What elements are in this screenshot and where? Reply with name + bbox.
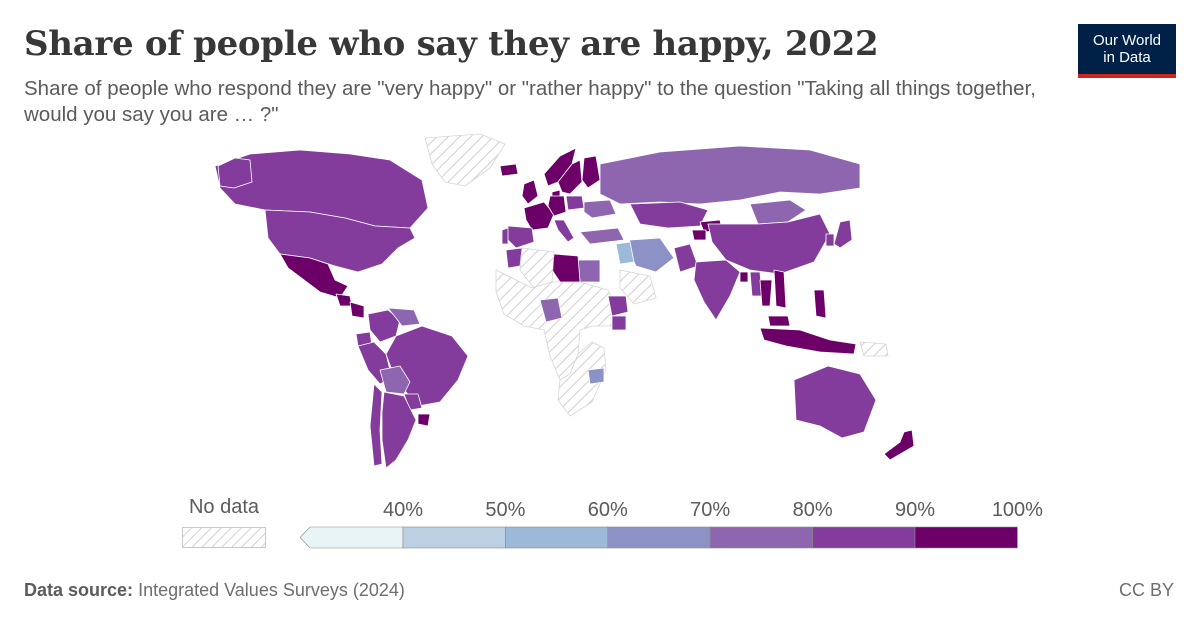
world-map[interactable] [160,130,1040,470]
country-chile[interactable] [369,383,383,467]
country-saudi-nodata[interactable] [619,269,657,305]
legend-tick-label: 60% [588,499,628,521]
country-bangladesh[interactable] [739,271,749,283]
country-turkey[interactable] [579,227,625,245]
country-kenya[interactable] [611,315,627,331]
legend-tick-label: 100% [992,499,1043,521]
country-iran[interactable] [627,237,675,273]
data-source-link[interactable]: Integrated Values Surveys (2024) [138,580,405,600]
country-india[interactable] [693,259,741,321]
legend-tick-label: 90% [895,499,935,521]
country-algeria[interactable] [519,247,555,289]
country-united-kingdom[interactable] [521,179,539,205]
legend-tick-label: 70% [690,499,730,521]
country-mongolia[interactable] [749,199,807,225]
country-germany[interactable] [547,195,567,217]
country-sweden[interactable] [557,159,583,195]
country-mexico[interactable] [279,253,349,299]
country-zimbabwe[interactable] [587,367,605,385]
country-argentina[interactable] [381,391,417,469]
country-tajikistan[interactable] [691,229,707,241]
legend-bin-5[interactable] [812,526,916,549]
logo-line-1: Our World [1092,32,1162,49]
data-source-label: Data source: [24,580,134,600]
legend-bin-4[interactable] [709,526,813,549]
legend-tick-label: 50% [485,499,525,521]
license-label[interactable]: CC BY [1118,580,1174,600]
world-map-svg[interactable] [160,130,1040,470]
country-italy[interactable] [553,219,575,243]
country-iceland[interactable] [499,163,519,177]
country-nigeria[interactable] [539,297,563,323]
country-france[interactable] [523,201,555,231]
country-thailand[interactable] [759,279,773,307]
color-legend: 40% 50% 60% 70% 80% 90% 100% [299,495,1043,555]
country-guatemala[interactable] [335,293,353,307]
country-finland[interactable] [581,155,601,189]
logo-line-2: in Data [1103,49,1151,66]
country-papua-new-guinea[interactable] [859,341,889,357]
legend-tick-label: 80% [793,499,833,521]
country-uruguay[interactable] [417,413,431,427]
no-data-swatch [182,527,266,548]
color-legend-svg: 40% 50% 60% 70% 80% 90% 100% [299,499,1043,549]
country-egypt[interactable] [577,259,601,283]
country-libya[interactable] [551,253,581,283]
country-united-states-alaska[interactable] [217,157,253,189]
country-philippines[interactable] [813,289,827,319]
country-south-korea[interactable] [825,233,835,247]
country-venezuela[interactable] [387,307,421,327]
country-china[interactable] [707,213,831,275]
data-source: Data source: Integrated Values Surveys (… [24,580,405,601]
country-malaysia[interactable] [767,315,791,327]
owid-logo[interactable]: Our World in Data [1078,24,1176,78]
country-poland[interactable] [565,195,585,211]
country-africa-nodata-south[interactable] [557,341,607,417]
chart-subtitle: Share of people who respond they are "ve… [24,77,1036,126]
country-bolivia[interactable] [379,365,411,395]
country-vietnam[interactable] [773,269,787,309]
country-indonesia[interactable] [759,327,857,355]
legend-tick-label: 40% [383,499,423,521]
country-spain[interactable] [505,225,535,249]
country-kazakhstan[interactable] [629,201,709,229]
country-russia[interactable] [599,145,861,205]
country-ethiopia[interactable] [607,295,629,317]
legend-bin-6[interactable] [914,526,1018,549]
country-japan[interactable] [833,219,853,249]
country-australia[interactable] [793,365,877,439]
country-iraq[interactable] [615,241,635,265]
country-africa-nodata-west[interactable] [495,269,621,381]
country-greenland[interactable] [424,133,506,187]
country-morocco[interactable] [505,247,523,269]
country-pakistan[interactable] [673,243,699,273]
legend-bin-2[interactable] [505,526,609,549]
legend-bin-1[interactable] [402,526,506,549]
country-new-zealand[interactable] [883,429,915,461]
country-ukraine[interactable] [583,199,617,219]
country-portugal[interactable] [501,227,509,245]
legend-bin-0[interactable] [299,526,404,549]
no-data-label: No data [188,496,260,518]
chart-title: Share of people who say they are happy, … [24,24,879,64]
country-nicaragua[interactable] [349,301,365,319]
legend-bin-3[interactable] [607,526,711,549]
